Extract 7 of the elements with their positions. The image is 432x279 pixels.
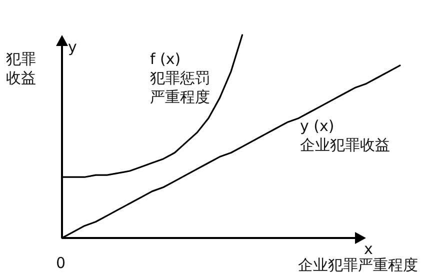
series-label: y (x) 企业犯罪收益 xyxy=(300,117,391,155)
annotation: y xyxy=(68,38,77,57)
x-axis-title: 企业犯罪严重程度 xyxy=(298,256,418,275)
y-axis-title: 犯罪收益 xyxy=(6,50,37,88)
series-label: f (x) 犯罪惩罚严重程度 xyxy=(150,50,211,107)
text: 0 xyxy=(56,254,66,273)
text: x xyxy=(364,240,373,258)
